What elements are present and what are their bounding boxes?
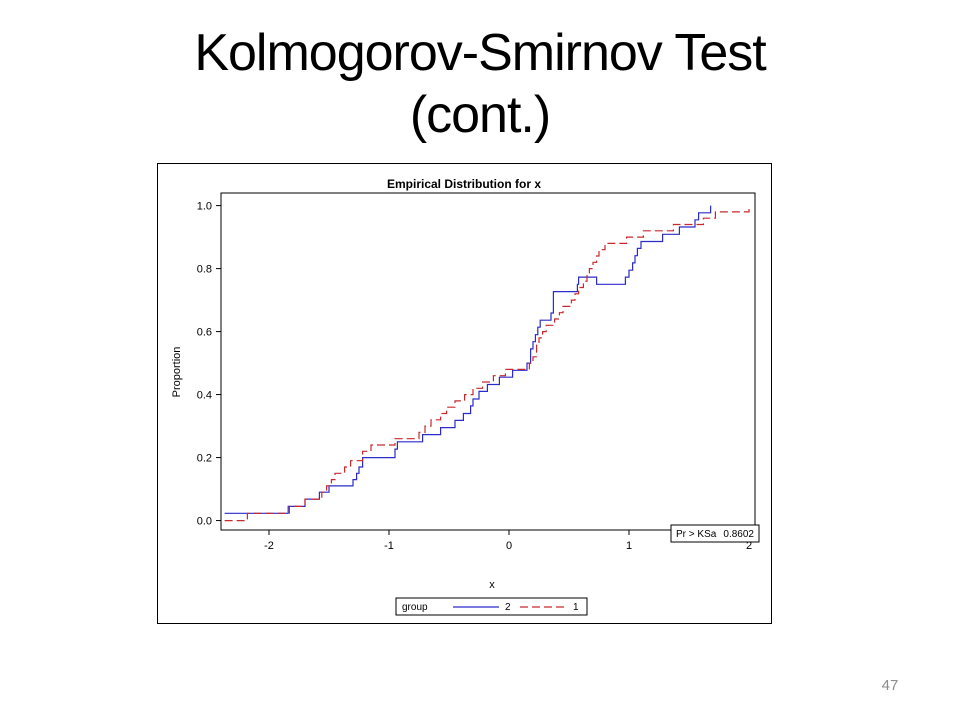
ks-annotation-box <box>670 524 760 543</box>
ks-annotation: Pr > KSa 0.8602 <box>670 524 760 543</box>
ks-annotation-label: Pr > KSa <box>676 529 717 540</box>
y-axis-ticks: 0.0 0.2 0.4 0.6 0.8 1.0 <box>197 201 221 528</box>
chart-svg: Empirical Distribution for x -2 -1 0 1 2 0.0… <box>171 177 760 616</box>
y-tick-label: 0.2 <box>197 453 212 465</box>
page-number: 47 <box>881 677 899 694</box>
y-axis-label: Proportion <box>171 347 183 398</box>
x-axis-label: x <box>489 579 495 591</box>
slide-title-line2: (cont.) <box>409 86 551 144</box>
x-tick-label: 0 <box>506 540 512 552</box>
x-tick-label: 2 <box>746 540 752 552</box>
x-tick-label: -2 <box>264 540 274 552</box>
ks-annotation-value: 0.8602 <box>723 529 754 540</box>
chart-title: Empirical Distribution for x <box>387 177 541 191</box>
chart-frame: Empirical Distribution for x -2 -1 0 1 2 0.0… <box>157 163 772 624</box>
series-line-group-1 <box>224 205 750 522</box>
y-tick-label: 0.4 <box>197 390 212 402</box>
x-tick-label: -1 <box>384 540 394 552</box>
legend-label-series-1: 1 <box>573 602 579 613</box>
legend-label-series-2: 2 <box>505 602 511 613</box>
legend-title: group <box>402 602 428 613</box>
y-tick-label: 0.6 <box>197 327 212 339</box>
legend: group 2 1 <box>395 597 588 616</box>
series-line-group-2 <box>224 205 712 514</box>
plot-area <box>220 192 756 531</box>
slide-title-line1: Kolmogorov-Smirnov Test <box>194 24 766 82</box>
series-layer <box>224 205 750 522</box>
y-tick-label: 0.8 <box>197 264 212 276</box>
y-tick-label: 0.0 <box>197 516 212 528</box>
y-tick-label: 1.0 <box>197 201 212 213</box>
slide-title: Kolmogorov-Smirnov Test (cont.) <box>0 22 960 146</box>
x-tick-label: 1 <box>626 540 632 552</box>
